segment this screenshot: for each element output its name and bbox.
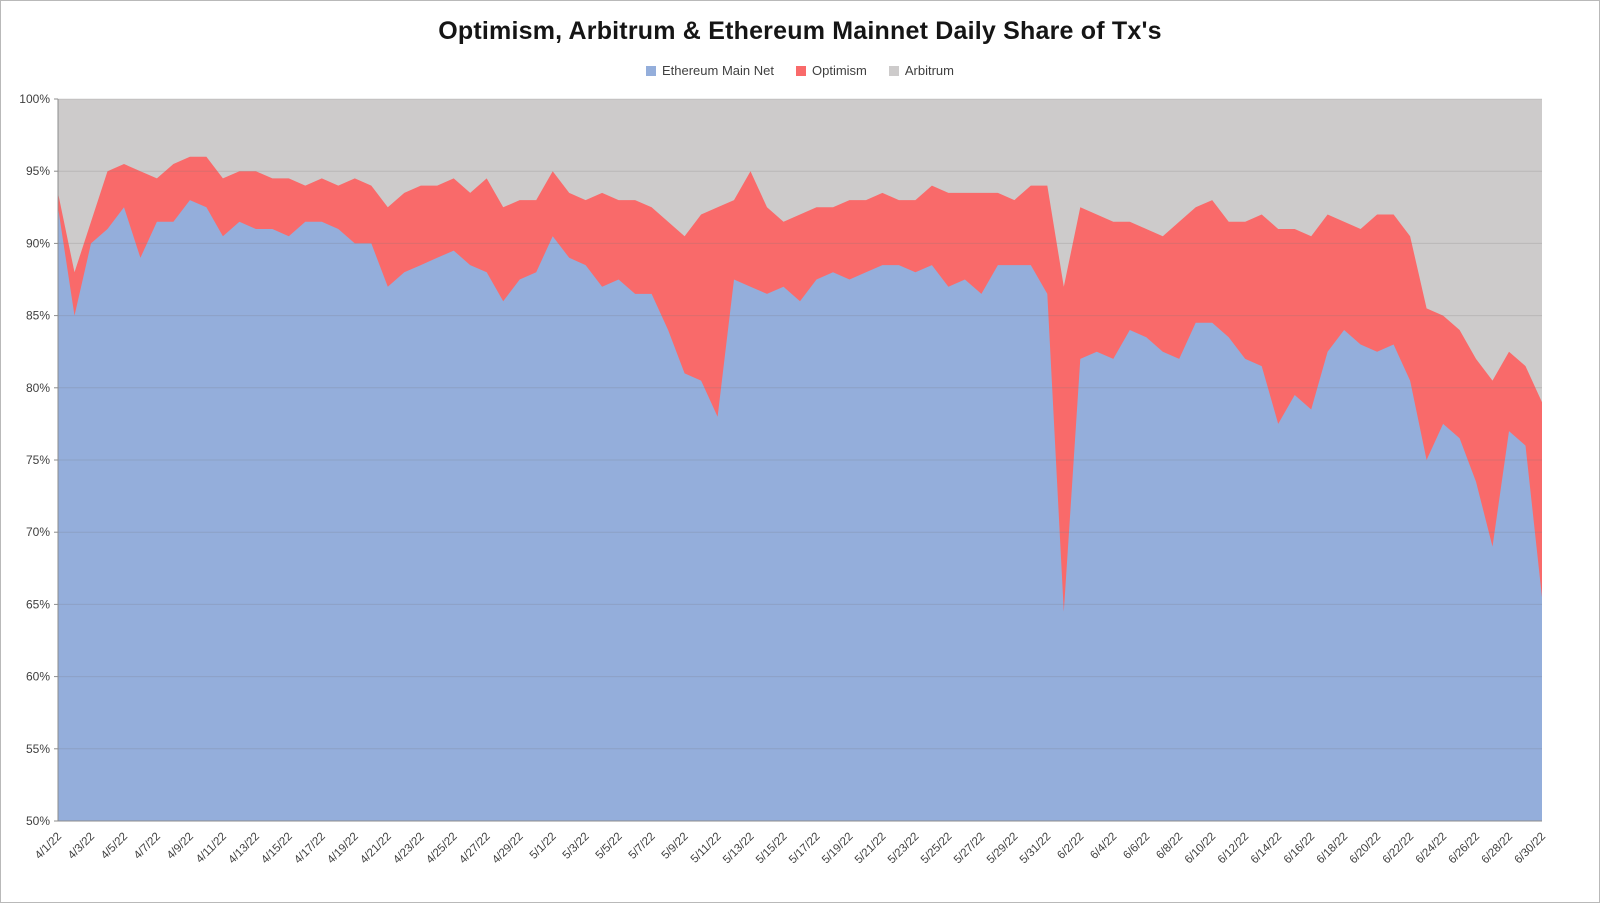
x-tick-label: 4/25/22 [424,831,460,867]
y-tick-label: 85% [26,309,50,323]
x-tick-label: 4/17/22 [292,831,328,867]
x-tick-label: 6/10/22 [1183,831,1219,867]
x-tick-label: 6/8/22 [1154,831,1185,862]
x-tick-label: 5/3/22 [561,831,592,862]
ethereum-area [58,200,1542,822]
x-tick-label: 4/1/22 [33,831,64,862]
x-tick-label: 5/1/22 [528,831,559,862]
x-tick-label: 6/24/22 [1414,831,1450,867]
x-tick-label: 5/9/22 [660,831,691,862]
y-tick-label: 80% [26,381,50,395]
y-tick-label: 100% [19,92,50,106]
x-tick-label: 4/11/22 [194,831,229,866]
x-tick-label: 4/21/22 [358,831,394,867]
y-tick-label: 90% [26,236,50,250]
y-tick-label: 70% [26,525,50,539]
x-tick-label: 5/17/22 [787,831,823,867]
legend-item-arbitrum: Arbitrum [888,63,954,78]
x-tick-label: 5/29/22 [985,831,1021,867]
legend-label-arbitrum: Arbitrum [904,63,954,78]
x-tick-label: 5/11/22 [689,831,724,866]
legend-item-optimism: Optimism [795,63,867,78]
x-tick-label: 6/16/22 [1282,831,1318,867]
x-tick-label: 4/7/22 [132,831,163,862]
x-tick-label: 6/26/22 [1447,831,1483,867]
y-tick-label: 95% [26,164,50,178]
x-tick-label: 4/9/22 [165,831,196,862]
x-tick-label: 4/27/22 [457,831,493,867]
x-tick-label: 6/4/22 [1088,831,1119,862]
x-tick-label: 4/5/22 [99,831,130,862]
x-tick-label: 6/12/22 [1216,831,1252,867]
arbitrum-legend-swatch-icon [888,65,899,76]
legend-item-ethereum: Ethereum Main Net [645,63,774,78]
y-tick-label: 60% [26,670,50,684]
y-tick-label: 55% [26,742,50,756]
x-tick-label: 5/21/22 [853,831,889,867]
chart-legend: Ethereum Main Net Optimism Arbitrum [1,63,1599,78]
legend-label-optimism: Optimism [811,63,867,78]
x-tick-label: 5/23/22 [886,831,922,867]
x-tick-label: 4/19/22 [325,831,361,867]
x-tick-label: 4/15/22 [259,831,295,867]
x-tick-label: 5/5/22 [594,831,625,862]
x-tick-label: 4/13/22 [226,831,262,867]
x-tick-label: 5/7/22 [627,831,658,862]
x-tick-label: 6/6/22 [1121,831,1152,862]
x-tick-label: 6/30/22 [1513,831,1549,867]
ethereum-legend-swatch-icon [645,65,656,76]
x-tick-label: 4/29/22 [490,831,526,867]
optimism-legend-swatch-icon [795,65,806,76]
x-tick-label: 6/20/22 [1348,831,1384,867]
x-tick-label: 5/31/22 [1018,831,1054,867]
x-tick-label: 5/13/22 [721,831,757,867]
chart-title: Optimism, Arbitrum & Ethereum Mainnet Da… [438,17,1162,45]
x-tick-label: 6/22/22 [1381,831,1417,867]
x-tick-label: 4/3/22 [66,831,97,862]
x-tick-label: 6/14/22 [1249,831,1285,867]
x-tick-label: 6/18/22 [1315,831,1351,867]
x-tick-label: 5/25/22 [919,831,955,867]
x-tick-label: 6/28/22 [1480,831,1516,867]
y-tick-label: 65% [26,597,50,611]
x-tick-label: 5/27/22 [952,831,988,867]
x-tick-label: 4/23/22 [391,831,427,867]
y-tick-label: 75% [26,453,50,467]
x-tick-label: 6/2/22 [1055,831,1086,862]
x-tick-label: 5/15/22 [754,831,790,867]
x-tick-label: 5/19/22 [820,831,856,867]
y-tick-label: 50% [26,814,50,828]
legend-label-ethereum: Ethereum Main Net [661,63,774,78]
